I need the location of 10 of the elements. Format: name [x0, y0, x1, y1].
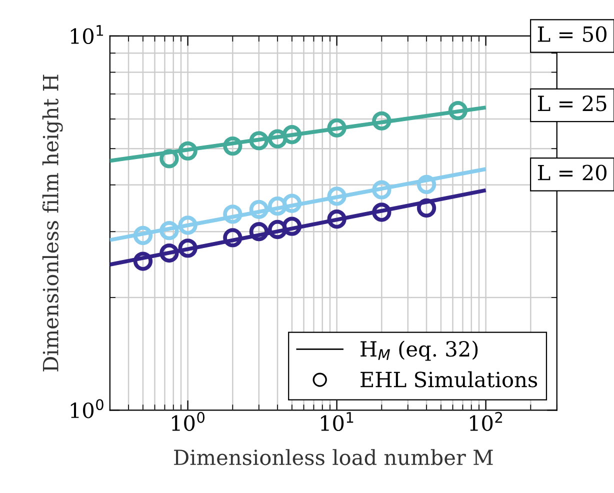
x-tick-label: 10$^{1}$	[321, 412, 354, 432]
annotation: H$_{M}$ (eq. 32)	[360, 340, 478, 361]
y-axis-title: Dimensionless film height H	[42, 74, 63, 372]
x-tick-label: 10$^{0}$	[172, 412, 204, 432]
x-tick-label: 10$^{2}$	[470, 412, 502, 432]
x-axis-title: Dimensionless load number M	[174, 449, 493, 466]
annotation: EHL Simulations	[360, 371, 538, 388]
text: L = 25	[538, 96, 606, 112]
text: L = 50	[538, 26, 606, 42]
text: L = 20	[538, 164, 606, 180]
